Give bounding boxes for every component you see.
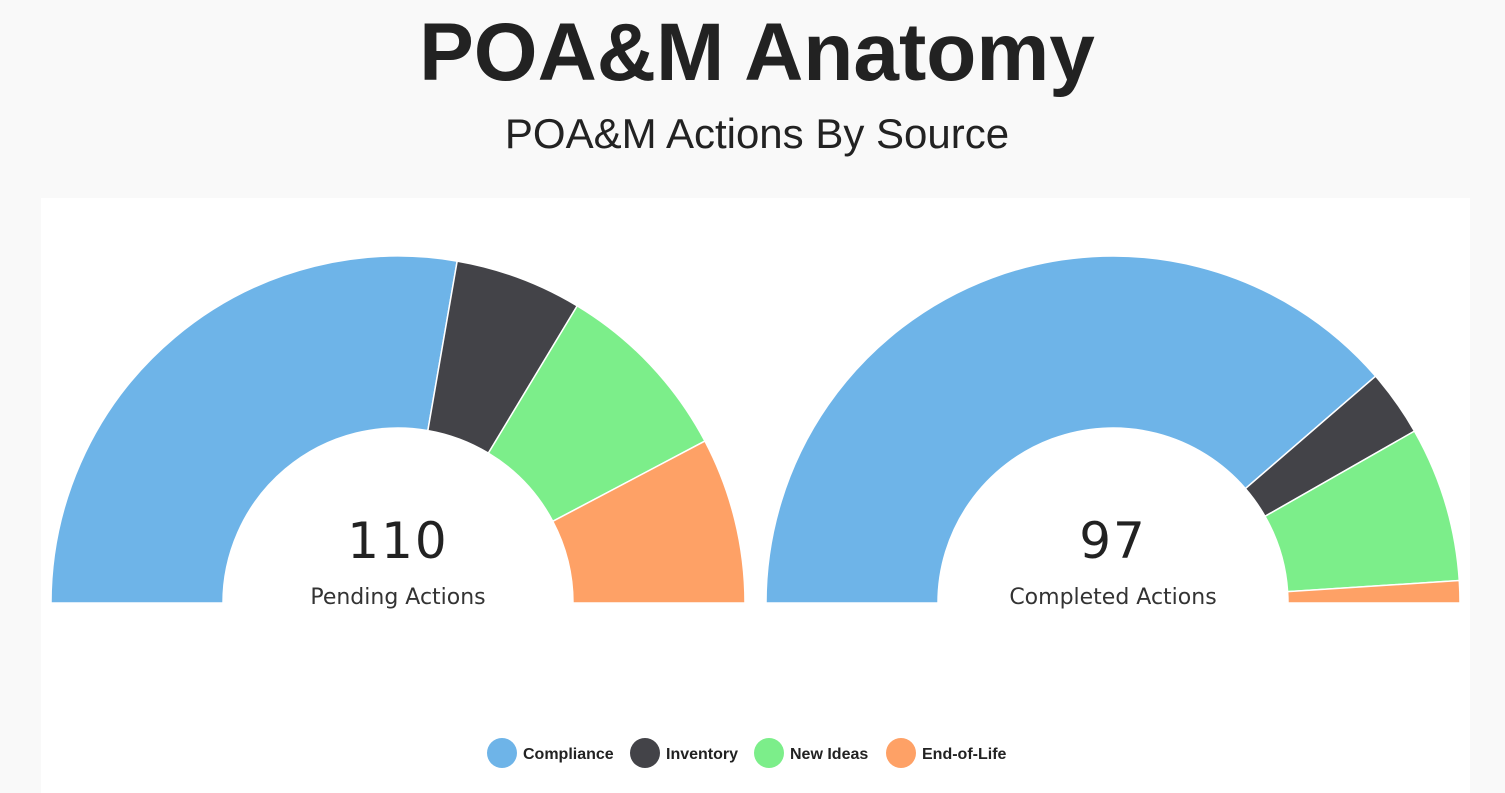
slice <box>50 255 459 604</box>
slice <box>1286 579 1461 604</box>
legend-swatch <box>630 738 660 768</box>
total-label: Pending Actions <box>310 585 485 610</box>
legend-label: Inventory <box>666 746 738 763</box>
slice <box>551 440 746 604</box>
legend-swatch <box>754 738 784 768</box>
legend-swatch <box>886 738 916 768</box>
total-value: 110 <box>347 512 448 570</box>
subtitle: POA&M Actions By Source <box>505 110 1009 157</box>
legend-label: End-of-Life <box>922 746 1007 763</box>
title: POA&M Anatomy <box>419 7 1095 98</box>
slice <box>765 255 1377 604</box>
legend-swatch <box>487 738 517 768</box>
total-label: Completed Actions <box>1009 585 1216 610</box>
legend-label: Compliance <box>523 746 614 763</box>
legend-label: New Ideas <box>790 746 868 763</box>
total-value: 97 <box>1079 512 1147 570</box>
